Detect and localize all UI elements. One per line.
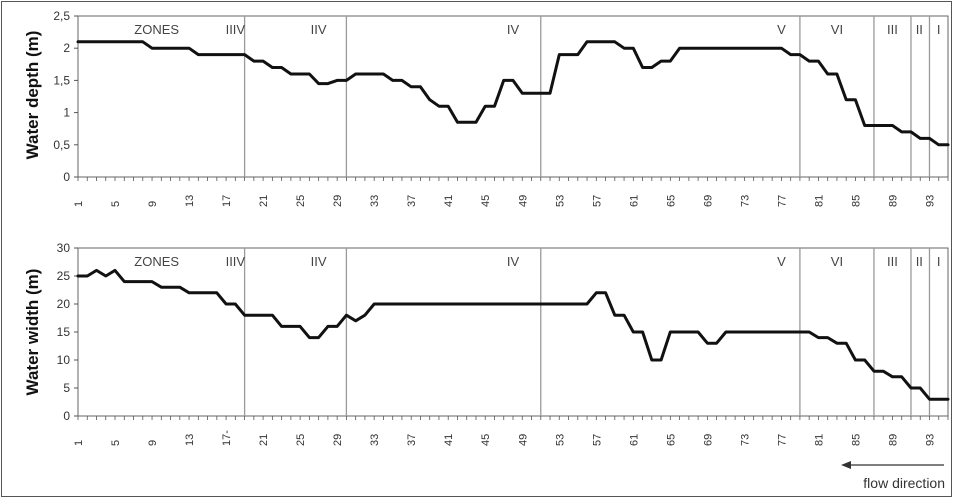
depth-x-tick-label: 17 (221, 195, 233, 207)
width-zone-label: VI (831, 254, 843, 269)
depth-x-tick-label: 85 (850, 195, 862, 207)
width-x-tick-label: 89 (887, 434, 899, 446)
width-plot-area (77, 247, 949, 417)
depth-x-tick-label: 89 (887, 195, 899, 207)
width-x-tick-label: 41 (443, 434, 455, 446)
depth-x-tick-label: 37 (406, 195, 418, 207)
depth-x-tick-label: 41 (443, 195, 455, 207)
width-x-tick-label: 93 (924, 434, 936, 446)
depth-zone-label: IV (507, 22, 520, 37)
depth-y-tick-label: 0 (63, 170, 70, 184)
width-y-tick-label: 25 (57, 269, 71, 283)
width-x-tick-label: 69 (702, 434, 714, 446)
width-x-tick-label: 1 (73, 440, 85, 446)
width-x-tick-label: 45 (480, 434, 492, 446)
width-series-line (76, 268, 950, 401)
depth-y-tick-label: 2 (63, 41, 70, 55)
depth-x-tick-label: 13 (184, 195, 196, 207)
depth-x-tick-label: 69 (702, 195, 714, 207)
depth-y-axis-title: Water depth (m) (23, 31, 42, 160)
width-x-tick-label: 73 (739, 434, 751, 446)
depth-chart-panel: 0 0,5 1 1,5 2 2,5 1 5 9 13 17 21 25 29 33 37 41 45 49 53 57 6… (53, 9, 950, 207)
depth-x-tick-label: 73 (739, 195, 751, 207)
width-zone-label: IIIV (226, 254, 246, 269)
flow-direction-arrowhead-icon (841, 461, 851, 469)
depth-x-tick-label: 49 (517, 195, 529, 207)
depth-series-line (76, 40, 950, 147)
width-x-tick-label: 29 (332, 434, 344, 446)
depth-y-tick-label: 0,5 (53, 138, 70, 152)
depth-x-tick-label: 25 (295, 195, 307, 207)
depth-zone-label: IIIV (226, 22, 246, 37)
width-zone-label: IV (507, 254, 520, 269)
width-x-tick-label: 57 (591, 434, 603, 446)
depth-y-tick-label: 2,5 (53, 9, 70, 23)
width-x-tick-label: 61 (628, 434, 640, 446)
width-zones-header: ZONES (134, 254, 179, 269)
depth-zone-label: I (937, 22, 941, 37)
depth-y-tick-label: 1,5 (53, 73, 70, 87)
depth-zone-label: II (916, 22, 923, 37)
width-y-tick-label: 20 (57, 297, 71, 311)
width-zone-label: V (777, 254, 786, 269)
width-x-tick-label: 53 (554, 434, 566, 446)
width-y-axis-title: Water width (m) (23, 269, 42, 396)
depth-zones-header: ZONES (134, 22, 179, 37)
width-x-tick-label: 33 (369, 434, 381, 446)
depth-x-tick-label: 81 (813, 195, 825, 207)
width-x-tick-label: 77 (776, 434, 788, 446)
flow-direction-indicator: flow direction (841, 461, 945, 491)
width-y-tick-label: 5 (63, 381, 70, 395)
depth-x-tick-label: 1 (73, 201, 85, 207)
depth-x-tick-label: 61 (628, 195, 640, 207)
depth-x-tick-label: 93 (924, 195, 936, 207)
depth-x-tick-label: 77 (776, 195, 788, 207)
width-x-tick-label: 13 (184, 434, 196, 446)
width-y-tick-label: 10 (57, 353, 71, 367)
depth-zone-label: VI (831, 22, 843, 37)
width-x-tick-label: 9 (147, 440, 159, 446)
width-x-tick-label: 17- (221, 430, 233, 446)
depth-y-tick-label: 1 (63, 106, 70, 120)
width-y-tick-label: 15 (57, 325, 71, 339)
depth-zone-label: V (777, 22, 786, 37)
width-x-tick-label: 49 (517, 434, 529, 446)
width-x-tick-label: 81 (813, 434, 825, 446)
flow-direction-label: flow direction (863, 475, 945, 491)
width-x-tick-label: 5 (110, 440, 122, 446)
width-zone-label: I (937, 254, 941, 269)
width-x-tick-label: 21 (258, 434, 270, 446)
width-x-tick-label: 25 (295, 434, 307, 446)
width-zone-label: IIV (311, 254, 327, 269)
depth-x-tick-label: 21 (258, 195, 270, 207)
width-x-tick-label: 85 (850, 434, 862, 446)
depth-x-tick-label: 65 (665, 195, 677, 207)
depth-x-tick-label: 57 (591, 195, 603, 207)
width-x-tick-label: 65 (665, 434, 677, 446)
width-zone-label: II (916, 254, 923, 269)
depth-x-tick-label: 29 (332, 195, 344, 207)
width-zone-label: III (887, 254, 898, 269)
depth-x-tick-label: 33 (369, 195, 381, 207)
depth-zone-label: III (887, 22, 898, 37)
width-y-tick-label: 30 (57, 241, 71, 255)
width-x-tick-label: 37 (406, 434, 418, 446)
depth-x-tick-label: 53 (554, 195, 566, 207)
depth-x-tick-label: 5 (110, 201, 122, 207)
depth-zone-label: IIV (311, 22, 327, 37)
width-y-tick-label: 0 (63, 409, 70, 423)
depth-x-tick-label: 9 (147, 201, 159, 207)
depth-plot-area (77, 15, 949, 178)
depth-x-tick-label: 45 (480, 195, 492, 207)
